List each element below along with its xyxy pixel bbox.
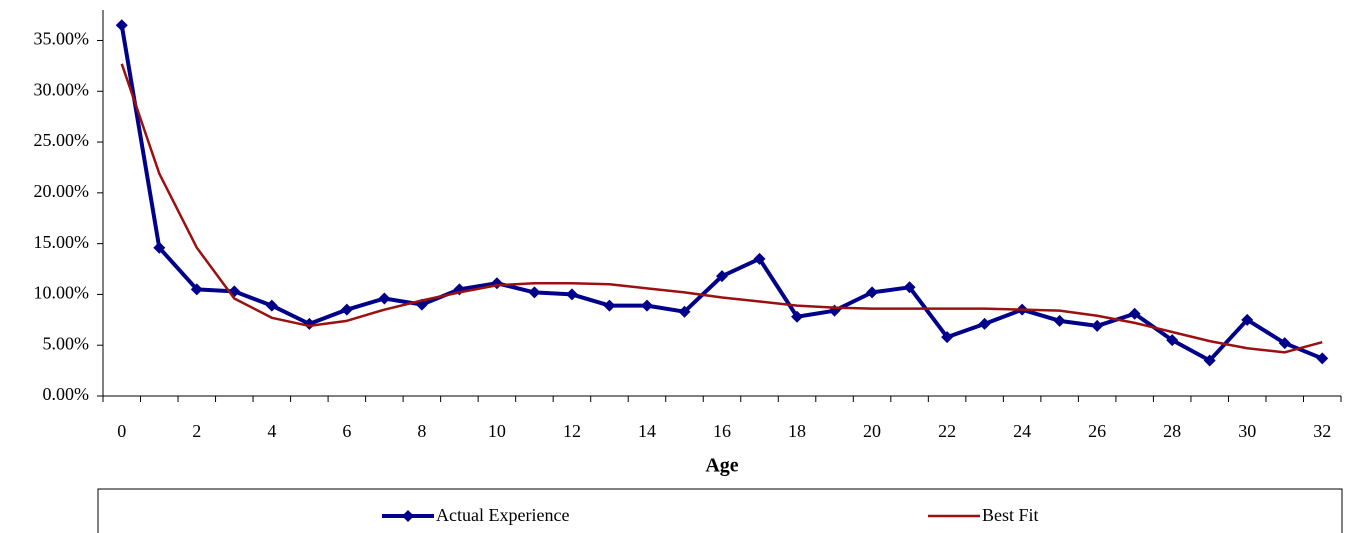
data-point — [190, 283, 203, 296]
x-tick-label: 22 — [938, 421, 956, 441]
data-point — [1316, 352, 1329, 365]
series-line — [120, 63, 1323, 354]
data-point — [378, 292, 391, 305]
y-tick-label: 25.00% — [34, 130, 90, 150]
data-point — [716, 270, 728, 283]
x-tick-label: 6 — [342, 421, 351, 441]
data-point — [1166, 334, 1179, 347]
x-tick-label: 14 — [638, 421, 656, 441]
x-tick-label: 4 — [267, 421, 276, 441]
y-tick-label: 10.00% — [34, 283, 90, 303]
legend-box — [97, 488, 1343, 533]
x-tick-label: 24 — [1013, 421, 1031, 441]
data-point — [303, 317, 316, 330]
data-point — [490, 277, 503, 290]
data-point — [528, 286, 541, 299]
legend-marker — [402, 510, 414, 522]
x-tick-label: 18 — [788, 421, 806, 441]
data-point — [866, 286, 879, 299]
x-tick-label: 20 — [863, 421, 881, 441]
y-tick-label: 35.00% — [34, 29, 90, 49]
y-tick-label: 5.00% — [43, 333, 90, 353]
data-point — [753, 252, 766, 265]
y-tick-label: 30.00% — [34, 79, 90, 99]
data-point — [1053, 314, 1066, 327]
y-tick-label: 0.00% — [43, 384, 90, 404]
x-tick-label: 2 — [192, 421, 201, 441]
data-point — [153, 241, 166, 254]
data-point — [1203, 354, 1216, 367]
data-point — [791, 310, 804, 323]
data-point — [115, 19, 128, 32]
legend-label: Best Fit — [982, 505, 1039, 525]
data-point — [1128, 307, 1141, 320]
x-tick-label: 26 — [1088, 421, 1106, 441]
data-point — [340, 303, 353, 316]
data-point — [1241, 313, 1254, 326]
data-point — [565, 288, 578, 301]
x-tick-label: 32 — [1313, 421, 1331, 441]
data-point — [978, 317, 991, 330]
data-point — [941, 331, 954, 344]
x-tick-label: 12 — [563, 421, 581, 441]
x-tick-label: 10 — [488, 421, 506, 441]
data-point — [603, 299, 616, 312]
x-tick-label: 16 — [713, 421, 731, 441]
data-point — [265, 299, 278, 312]
data-point — [1091, 319, 1104, 332]
data-point — [1278, 337, 1291, 350]
data-point — [903, 281, 916, 294]
x-tick-label: 28 — [1163, 421, 1181, 441]
x-tick-label: 30 — [1238, 421, 1256, 441]
data-point — [640, 299, 653, 312]
data-point — [678, 305, 691, 318]
x-tick-label: 0 — [117, 421, 126, 441]
x-tick-label: 8 — [417, 421, 426, 441]
y-tick-label: 20.00% — [34, 181, 90, 201]
y-tick-label: 15.00% — [34, 232, 90, 252]
legend-label: Actual Experience — [436, 505, 569, 525]
x-axis-label: Age — [705, 455, 738, 477]
series-line — [119, 24, 1323, 363]
